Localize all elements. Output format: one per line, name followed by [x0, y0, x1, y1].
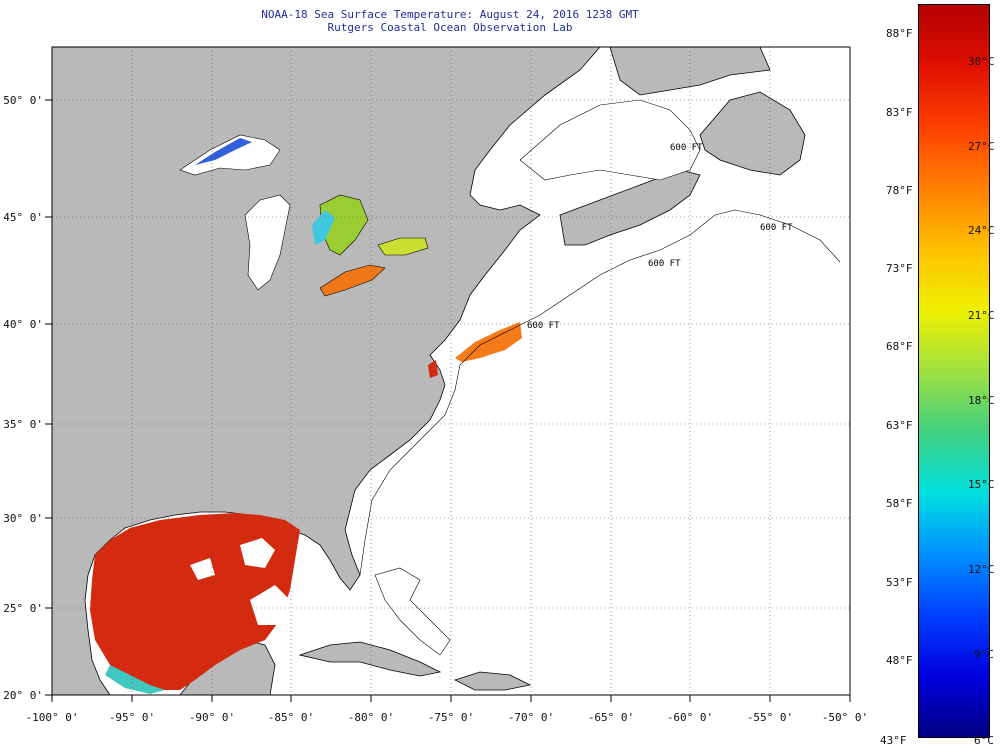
temperature-colorbar — [918, 4, 990, 738]
lon-label: -95° 0' — [109, 711, 155, 724]
colorbar-c-label: 12°C — [968, 563, 995, 576]
colorbar-f-label: 58°F — [886, 497, 913, 510]
colorbar-c-label: 18°C — [968, 394, 995, 407]
latitude-labels: 50° 0' 45° 0' 40° 0' 35° 0' 30° 0' 25° 0… — [3, 94, 43, 702]
depth-contour-600ft — [359, 209, 841, 576]
gulf-st-lawrence — [519, 99, 701, 181]
lat-label: 35° 0' — [3, 418, 43, 431]
gulf-cloud-gap-1 — [240, 538, 275, 568]
lake-erie — [319, 264, 386, 297]
lat-label: 20° 0' — [3, 689, 43, 702]
lake-michigan — [244, 194, 291, 291]
land-maritimes — [559, 169, 701, 246]
longitude-labels: -100° 0' -95° 0' -90° 0' -85° 0' -80° 0'… — [26, 711, 869, 724]
lat-label: 45° 0' — [3, 211, 43, 224]
land-cuba — [298, 641, 442, 677]
lat-label: 50° 0' — [3, 94, 43, 107]
gulf-coastal-cool-strip — [105, 665, 165, 694]
title-line-1: NOAA-18 Sea Surface Temperature: August … — [261, 8, 639, 21]
lon-label: -80° 0' — [348, 711, 394, 724]
colorbar-f-label: 73°F — [886, 262, 913, 275]
axis-ticks — [45, 99, 851, 702]
bahamas-contour — [374, 567, 451, 656]
graticule — [52, 47, 850, 695]
colorbar-c-label: 15°C — [968, 478, 995, 491]
lon-label: -100° 0' — [26, 711, 79, 724]
map-title: NOAA-18 Sea Surface Temperature: August … — [0, 8, 900, 34]
gulf-cloud-gap-3 — [190, 558, 215, 580]
colorbar-f-label: 78°F — [886, 184, 913, 197]
colorbar-f-label: 88°F — [886, 27, 913, 40]
colorbar-c-label: 6°C — [974, 734, 994, 747]
colorbar-c-label: 27°C — [968, 140, 995, 153]
contour-label-4: 600 FT — [760, 223, 793, 233]
colorbar-f-label: 43°F — [880, 734, 907, 747]
land-hispaniola — [453, 671, 532, 691]
lon-label: -85° 0' — [268, 711, 314, 724]
colorbar-c-label: 9°C — [974, 648, 994, 661]
contour-label-2: 600 FT — [648, 259, 681, 269]
lon-label: -55° 0' — [747, 711, 793, 724]
contour-label-3: 600 FT — [670, 143, 703, 153]
gulf-stream-warm-patch — [455, 322, 522, 362]
lake-superior — [179, 134, 281, 176]
lon-label: -70° 0' — [508, 711, 554, 724]
colorbar-f-label: 83°F — [886, 106, 913, 119]
colorbar-f-label: 68°F — [886, 340, 913, 353]
lon-label: -50° 0' — [822, 711, 868, 724]
lon-label: -60° 0' — [667, 711, 713, 724]
land-newfoundland — [699, 91, 806, 176]
lake-huron-cool-patch — [312, 210, 335, 245]
lat-label: 25° 0' — [3, 602, 43, 615]
lon-label: -75° 0' — [428, 711, 474, 724]
contour-label-1: 600 FT — [527, 321, 560, 331]
lon-label: -90° 0' — [189, 711, 235, 724]
colorbar-c-label: 30°C — [968, 55, 995, 68]
chesapeake-warm-patch — [428, 360, 438, 378]
colorbar-c-label: 21°C — [968, 309, 995, 322]
gulf-cloud-gap-2 — [250, 585, 290, 625]
colorbar-f-label: 63°F — [886, 419, 913, 432]
title-line-2: Rutgers Coastal Ocean Observation Lab — [327, 21, 573, 34]
lat-label: 30° 0' — [3, 512, 43, 525]
lake-superior-cold-patch — [195, 138, 252, 165]
colorbar-f-label: 48°F — [886, 654, 913, 667]
lat-label: 40° 0' — [3, 318, 43, 331]
lon-label: -65° 0' — [588, 711, 634, 724]
lake-ontario — [377, 237, 429, 256]
colorbar-c-label: 24°C — [968, 224, 995, 237]
colorbar-f-label: 53°F — [886, 576, 913, 589]
